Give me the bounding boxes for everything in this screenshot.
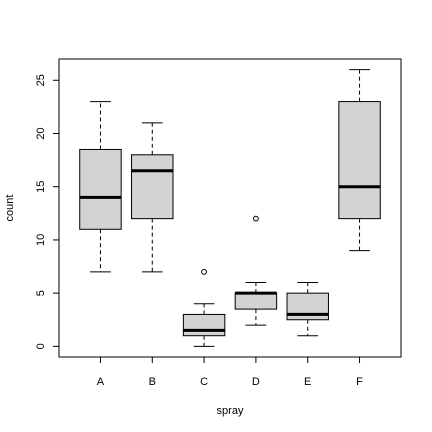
y-tick-label-20: 20 (35, 127, 47, 139)
iqr-box-F (338, 101, 381, 220)
box-F (338, 69, 381, 252)
y-tick-label-5: 5 (35, 290, 47, 296)
y-tick-label-25: 25 (35, 74, 47, 86)
box-D (234, 215, 278, 326)
iqr-box-A (79, 148, 122, 230)
y-tick-label-0: 0 (35, 343, 47, 349)
y-tick-label-10: 10 (35, 234, 47, 246)
iqr-box-B (131, 154, 174, 220)
box-B (131, 122, 174, 273)
outlier-point-C (201, 268, 207, 275)
x-tick-label-D: D (252, 376, 260, 388)
x-tick-label-B: B (149, 376, 156, 388)
outlier-point-D (253, 215, 259, 222)
box-C (182, 268, 226, 347)
box-group (79, 69, 381, 347)
x-axis: A B C D E F (97, 356, 363, 388)
iqr-box-C (182, 313, 226, 337)
box-E (286, 282, 329, 337)
box-A (79, 101, 122, 273)
x-axis-title: spray (217, 405, 244, 417)
x-tick-label-E: E (304, 376, 311, 388)
y-tick-label-15: 15 (35, 181, 47, 193)
x-tick-label-F: F (356, 376, 363, 388)
iqr-box-D (234, 292, 278, 310)
x-tick-label-A: A (97, 376, 105, 388)
y-axis: 0 5 10 15 20 25 (35, 74, 60, 349)
y-axis-title: count (4, 195, 16, 222)
x-tick-label-C: C (200, 376, 208, 388)
